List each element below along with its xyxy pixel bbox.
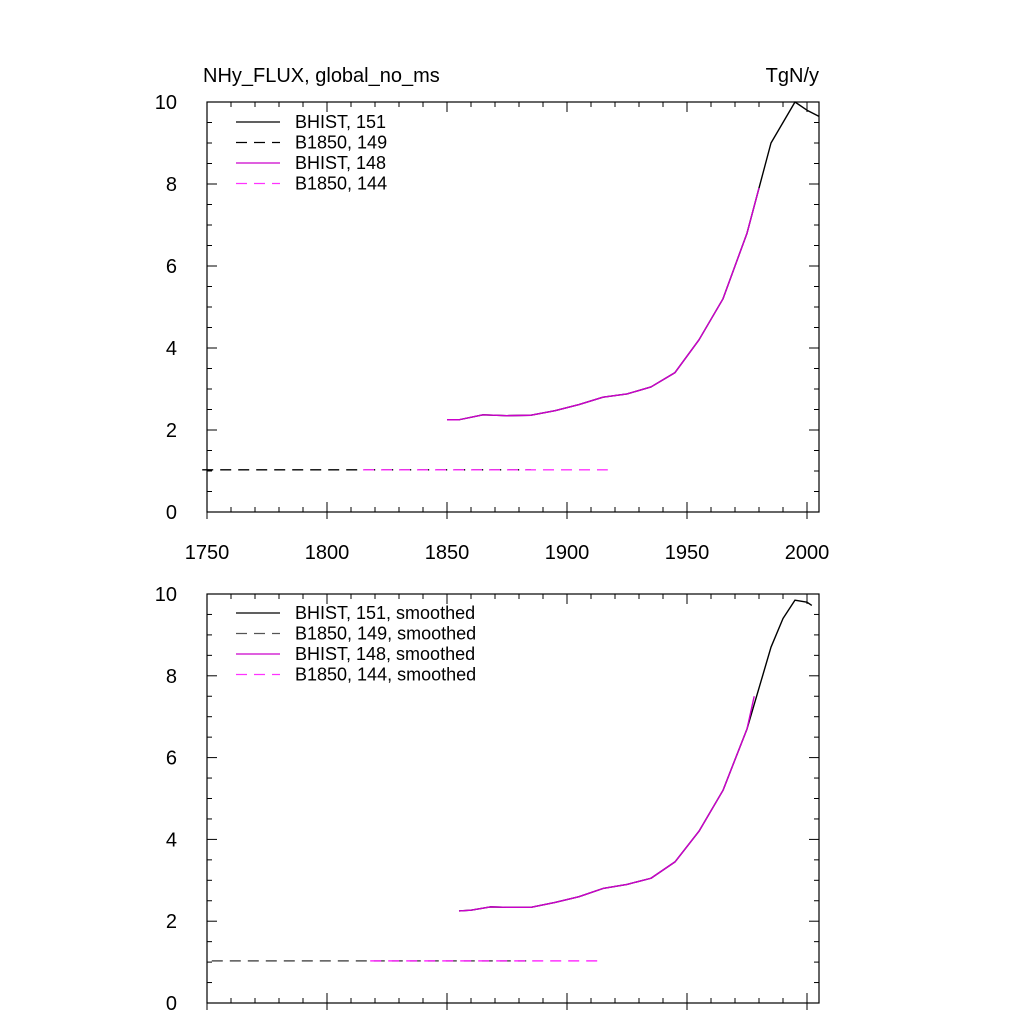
y-tick-label: 0 <box>166 993 177 1015</box>
legend-label: BHIST, 148 <box>295 153 386 173</box>
chart-title: NHy_FLUX, global_no_ms <box>203 65 440 87</box>
x-tick-label: 1900 <box>545 542 590 564</box>
y-tick-label: 2 <box>166 911 177 933</box>
y-tick-label: 2 <box>166 420 177 442</box>
legend-label: BHIST, 148, smoothed <box>295 644 475 664</box>
chart-units: TgN/y <box>766 65 819 87</box>
y-tick-label: 8 <box>166 174 177 196</box>
y-tick-label: 6 <box>166 748 177 770</box>
x-tick-label: 1750 <box>185 542 230 564</box>
x-tick-label: 1800 <box>305 542 350 564</box>
y-tick-label: 4 <box>166 338 177 360</box>
legend-label: B1850, 144, smoothed <box>295 665 476 685</box>
y-tick-label: 4 <box>166 829 177 851</box>
x-tick-label: 1850 <box>425 542 470 564</box>
x-tick-label: 2000 <box>785 542 830 564</box>
series-line <box>458 599 813 912</box>
series-line <box>447 187 760 421</box>
legend-label: B1850, 144 <box>295 174 387 194</box>
legend-label: BHIST, 151 <box>295 112 386 132</box>
y-tick-label: 0 <box>166 502 177 524</box>
legend-label: BHIST, 151, smoothed <box>295 603 475 623</box>
series-line <box>458 696 755 912</box>
y-tick-label: 6 <box>166 256 177 278</box>
top-panel: 0 2 4 6 8 10 1750 1800 1850 1900 1950 2000 BHIST, 15… <box>155 92 830 564</box>
y-tick-label: 8 <box>166 666 177 688</box>
series-line <box>447 101 820 421</box>
y-tick-label: 10 <box>155 584 177 606</box>
y-tick-label: 10 <box>155 92 177 114</box>
x-tick-label: 1950 <box>665 542 710 564</box>
legend-label: B1850, 149, smoothed <box>295 624 476 644</box>
legend-label: B1850, 149 <box>295 133 387 153</box>
